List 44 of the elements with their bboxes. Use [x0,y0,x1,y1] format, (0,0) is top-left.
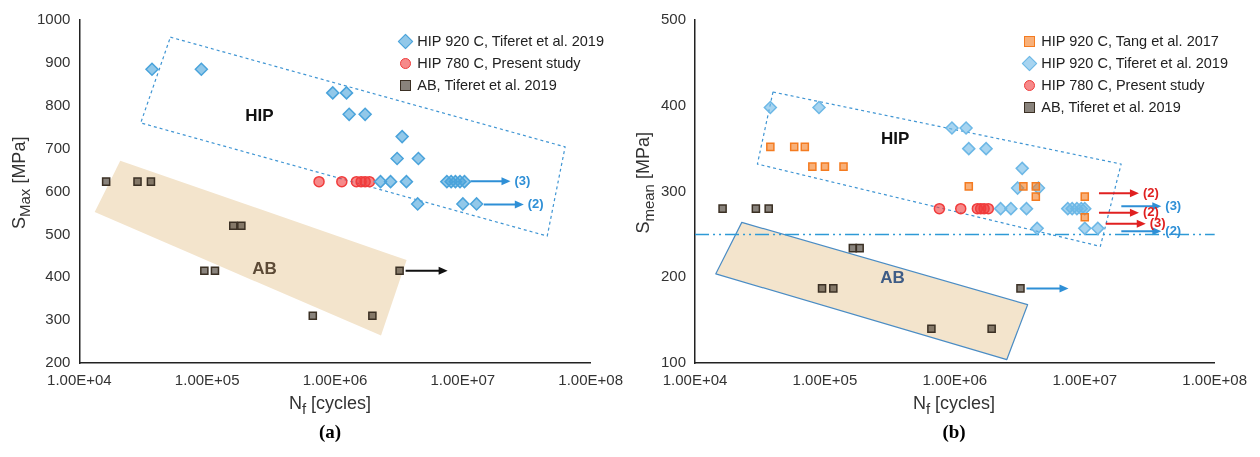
y-tick-label: 400 [661,95,687,113]
legend-label: HIP 920 C, Tang et al. 2017 [1041,32,1219,51]
annotation: (2) [1165,222,1182,238]
y-tick-label: 500 [661,10,687,28]
x-tick-label: 1.00E+08 [558,371,624,389]
annotation: (3) [514,172,531,188]
y-tick-label: 900 [45,53,71,71]
y-tick-label: 700 [45,138,71,156]
annotation: (3) [1165,197,1182,213]
text: (a) [317,421,343,443]
annotation: HIP [880,129,910,149]
x-tick-label: 1.00E+04 [662,371,728,389]
y-tick-label: 600 [45,181,71,199]
x-tick-label: 1.00E+07 [1052,371,1118,389]
x-tick-label: 1.00E+04 [47,371,112,389]
annotation: AB [880,268,905,288]
y-tick-label: 800 [45,95,71,113]
annotation: HIP [245,106,274,126]
y-tick-label: 300 [661,181,687,199]
x-tick-label: 1.00E+08 [1182,371,1248,389]
annotation: (2) [527,196,544,212]
legend-label: HIP 920 C, Tiferet et al. 2019 [417,32,604,51]
x-tick-label: 1.00E+05 [792,371,858,389]
y-tick-label: 300 [45,310,71,328]
annotation: (2) [1142,184,1159,200]
legend-label: AB, Tiferet et al. 2019 [417,76,557,95]
annotation: AB [252,259,277,279]
y-tick-label: 200 [661,267,687,285]
x-tick-label: 1.00E+07 [430,371,496,389]
x-tick-label: 1.00E+05 [174,371,240,389]
x-tick-label: 1.00E+06 [302,371,368,389]
text: (b) [941,421,967,443]
x-tick-label: 1.00E+06 [922,371,988,389]
x-axis-title: N$_{f}$ [cycles] [287,393,373,417]
x-axis-title: N$_{f}$ [cycles] [911,393,997,417]
y-tick-label: 200 [45,353,71,371]
y-tick-label: 100 [661,353,687,371]
legend-label: HIP 920 C, Tiferet et al. 2019 [1041,54,1228,73]
legend-label: AB, Tiferet et al. 2019 [1041,98,1181,117]
y-tick-label: 500 [45,224,71,242]
legend-label: HIP 780 C, Present study [1041,76,1205,95]
legend-label: HIP 780 C, Present study [417,54,581,73]
y-tick-label: 1000 [36,10,71,28]
y-tick-label: 400 [45,267,71,285]
